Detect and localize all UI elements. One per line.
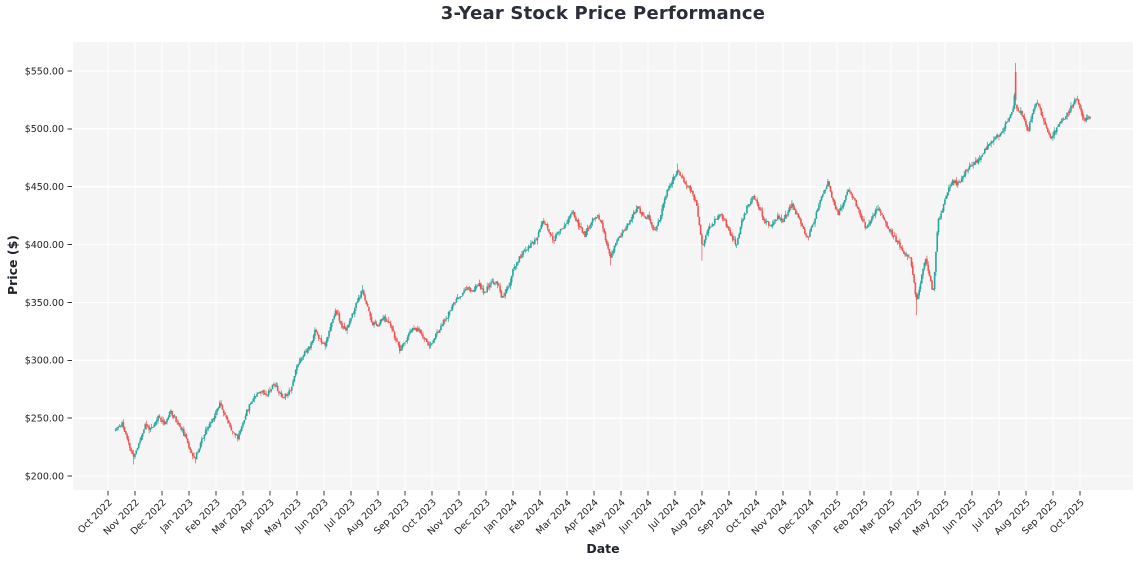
y-tick-label: $500.00 <box>25 124 64 135</box>
y-tick-label: $450.00 <box>25 182 64 193</box>
x-axis-label: Date <box>586 541 620 556</box>
chart-title: 3-Year Stock Price Performance <box>440 3 766 24</box>
candles-down <box>122 72 1092 459</box>
y-tick-labels: $200.00 $250.00 $300.00 $350.00 $400.00 $450.… <box>25 66 64 482</box>
y-tick-label: $350.00 <box>25 298 64 309</box>
y-tick-label: $250.00 <box>25 414 64 425</box>
axis-tick-marks <box>67 70 1081 496</box>
y-tick-label: $200.00 <box>25 472 64 483</box>
y-tick-label: $550.00 <box>25 66 64 77</box>
y-tick-label: $300.00 <box>25 356 64 367</box>
y-tick-label: $400.00 <box>25 240 64 251</box>
plot-background <box>73 42 1133 490</box>
candles-up <box>114 95 1090 459</box>
